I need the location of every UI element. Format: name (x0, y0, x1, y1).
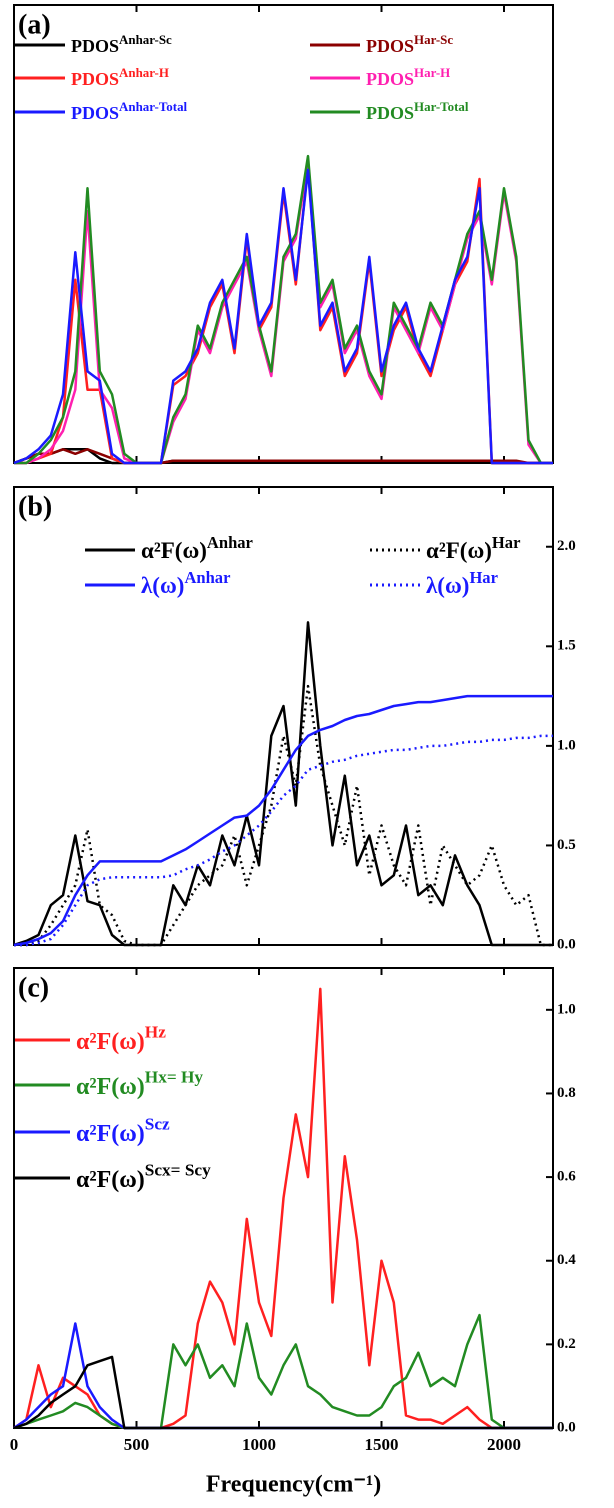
legend-superscript: Hx= Hy (145, 1067, 204, 1086)
legend-label: α²F(ω)Har (426, 533, 520, 564)
legend-name: PDOS (366, 103, 414, 123)
legend-label: PDOSHar-Sc (366, 32, 453, 56)
legend-label: λ(ω)Har (426, 568, 498, 599)
legend-label: α²F(ω)Scx= Scy (76, 1160, 211, 1192)
legend-superscript: Anhar (184, 568, 230, 587)
series-line (13, 1355, 553, 1430)
x-tick-label: 2000 (487, 1435, 521, 1454)
legend-name: PDOS (71, 69, 119, 89)
panel-label: (c) (18, 972, 49, 1003)
legend-name: α²F(ω) (76, 1167, 145, 1193)
plot-frame (13, 486, 554, 946)
legend-label: PDOSHar-H (366, 65, 450, 89)
y-tick-label: 0.8 (557, 1085, 576, 1101)
series-line (13, 694, 553, 947)
legend-superscript: Hz (145, 1022, 166, 1041)
legend-superscript: Anhar-Total (119, 99, 188, 114)
legend-superscript: Anhar-H (119, 65, 169, 80)
y-tick-label: 0.2 (557, 1336, 576, 1352)
legend-label: α²F(ω)Anhar (141, 533, 253, 564)
legend-name: PDOS (71, 36, 119, 56)
panel-label: (a) (18, 9, 51, 40)
series-line (14, 734, 553, 947)
x-tick-label: 1500 (365, 1435, 399, 1454)
y-tick-label: 0.0 (557, 936, 576, 952)
legend-label: α²F(ω)Hx= Hy (76, 1067, 203, 1099)
series-line (13, 621, 553, 947)
legend-superscript: Har-Sc (414, 32, 453, 47)
y-tick-label: 1.0 (557, 1001, 576, 1017)
legend-superscript: Har (469, 568, 498, 587)
legend-name: α²F(ω) (76, 1121, 145, 1147)
x-axis-label: Frequency(cm⁻¹) (206, 1472, 381, 1498)
y-tick-label: 1.5 (557, 638, 576, 654)
legend-superscript: Anhar (207, 533, 253, 552)
y-tick-label: 2.0 (557, 538, 576, 554)
legend-name: PDOS (366, 36, 414, 56)
y-tick-label: 1.0 (557, 737, 576, 753)
plot-frame (13, 4, 554, 464)
legend-label: α²F(ω)Scz (76, 1114, 170, 1146)
x-tick-label: 1000 (242, 1435, 276, 1454)
series-line (14, 154, 553, 465)
legend-superscript: Har-Total (414, 99, 469, 114)
y-tick-label: 0.5 (557, 837, 576, 853)
series-line (14, 684, 553, 947)
legend-name: α²F(ω) (76, 1074, 145, 1100)
series-line (13, 168, 553, 465)
legend-name: PDOS (71, 103, 119, 123)
y-tick-label: 0.4 (557, 1252, 576, 1268)
panel-label: (b) (18, 491, 52, 522)
series-line (13, 448, 553, 465)
x-tick-label: 500 (124, 1435, 150, 1454)
legend-superscript: Har-H (414, 65, 450, 80)
x-tick-label: 0 (10, 1435, 19, 1454)
legend-label: PDOSAnhar-Total (71, 99, 188, 123)
legend-superscript: Har (492, 533, 521, 552)
y-tick-label: 0.6 (557, 1169, 576, 1185)
legend-label: PDOSAnhar-Sc (71, 32, 172, 56)
legend-superscript: Scz (145, 1114, 170, 1133)
legend-name: α²F(ω) (141, 538, 207, 563)
legend-name: λ(ω) (426, 573, 469, 598)
y-tick-label: 0.0 (557, 1419, 576, 1435)
series-line (13, 1313, 553, 1430)
legend-superscript: Anhar-Sc (119, 32, 172, 47)
legend-label: α²F(ω)Hz (76, 1022, 166, 1054)
legend-name: PDOS (366, 69, 414, 89)
legend-label: λ(ω)Anhar (141, 568, 230, 599)
legend-name: α²F(ω) (426, 538, 492, 563)
legend-label: PDOSAnhar-H (71, 65, 169, 89)
legend-name: λ(ω) (141, 573, 184, 598)
legend-label: PDOSHar-Total (366, 99, 469, 123)
legend-superscript: Scx= Scy (145, 1160, 211, 1179)
legend-name: α²F(ω) (76, 1029, 145, 1055)
